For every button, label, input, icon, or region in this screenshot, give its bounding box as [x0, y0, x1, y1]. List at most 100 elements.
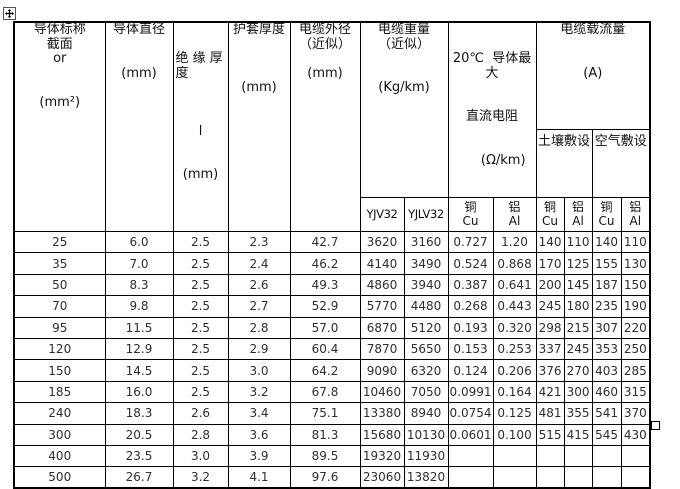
cell: 0.320	[492, 316, 537, 339]
cell: 19320	[359, 444, 405, 468]
cell: 245	[563, 337, 593, 361]
cell: 7870	[359, 337, 405, 361]
cell: 2.5	[172, 337, 229, 361]
cell: 3620	[359, 230, 405, 254]
cell: 11930	[403, 444, 449, 468]
table-row: 500 26.7 3.2 4.1 97.6 23060 13820	[13, 466, 651, 489]
cell	[492, 444, 537, 468]
cell: 2.3	[227, 230, 291, 254]
cell: 500	[13, 466, 106, 489]
cell: 13380	[359, 402, 405, 425]
cell: 0.0991	[447, 380, 494, 404]
cell: 67.8	[289, 380, 361, 404]
table-row: 70 9.8 2.5 2.7 52.9 5770 4480 0.268 0.443 245 180 2…	[13, 295, 651, 318]
cell: 337	[535, 337, 565, 361]
cell: 50	[13, 273, 106, 297]
cell: 2.4	[227, 252, 291, 275]
cell: 12.9	[104, 337, 174, 361]
cell: 170	[535, 252, 565, 275]
cell: 25	[13, 230, 106, 254]
cell: 3160	[403, 230, 449, 254]
header-air-laying: 空气敷设	[591, 128, 651, 199]
cell: 110	[620, 230, 651, 254]
cell: 0.868	[492, 252, 537, 275]
cell	[535, 466, 565, 489]
cell: 403	[591, 359, 622, 382]
cell: 140	[591, 230, 622, 254]
cell: 545	[591, 423, 622, 446]
cable-spec-table: 导体标称 截面 or (mm²) 导体直径 (mm) 绝 缘 厚 度 l (mm…	[13, 21, 652, 489]
cell: 285	[620, 359, 651, 382]
cell: 0.0601	[447, 423, 494, 446]
cell: 0.443	[492, 295, 537, 318]
cell: 2.9	[227, 337, 291, 361]
cell: 15680	[359, 423, 405, 446]
cell: 0.153	[447, 337, 494, 361]
cell: 97.6	[289, 466, 361, 489]
cell: 353	[591, 337, 622, 361]
cell	[535, 444, 565, 468]
cell: 0.524	[447, 252, 494, 275]
cell: 2.5	[172, 295, 229, 318]
cell: 415	[563, 423, 593, 446]
cell: 215	[563, 316, 593, 339]
cell: 155	[591, 252, 622, 275]
cell: 430	[620, 423, 651, 446]
cell: 7.0	[104, 252, 174, 275]
cell: 14.5	[104, 359, 174, 382]
table-row: 400 23.5 3.0 3.9 89.5 19320 11930	[13, 444, 651, 468]
cell: 3.0	[227, 359, 291, 382]
cell: 2.5	[172, 380, 229, 404]
cell: 110	[563, 230, 593, 254]
cell: 16.0	[104, 380, 174, 404]
cell: 0.206	[492, 359, 537, 382]
header-ampacity-group: 电缆载流量 (A)	[535, 21, 651, 130]
cell: 0.164	[492, 380, 537, 404]
cell: 0.387	[447, 273, 494, 297]
cell: 185	[13, 380, 106, 404]
cell: 2.5	[172, 316, 229, 339]
header-conductor-section: 导体标称 截面 or (mm²)	[13, 21, 106, 232]
subheader-cu-resistance: 铜 Cu	[447, 197, 494, 232]
cell: 190	[620, 295, 651, 318]
cell: 0.0754	[447, 402, 494, 425]
cell: 400	[13, 444, 106, 468]
cell: 0.253	[492, 337, 537, 361]
cell: 4860	[359, 273, 405, 297]
cell: 220	[620, 316, 651, 339]
cell: 10460	[359, 380, 405, 404]
cell: 1.20	[492, 230, 537, 254]
cell: 95	[13, 316, 106, 339]
cell: 0.125	[492, 402, 537, 425]
header-cable-od: 电缆外径 （近似） (mm)	[289, 21, 361, 232]
cell: 235	[591, 295, 622, 318]
table-row: 35 7.0 2.5 2.4 46.2 4140 3490 0.524 0.868 170 125 1…	[13, 252, 651, 275]
cell: 0.268	[447, 295, 494, 318]
cell: 3.2	[227, 380, 291, 404]
cell: 5650	[403, 337, 449, 361]
cell: 81.3	[289, 423, 361, 446]
cell: 180	[563, 295, 593, 318]
cell	[591, 444, 622, 468]
cell: 10130	[403, 423, 449, 446]
cell: 0.124	[447, 359, 494, 382]
table-row: 50 8.3 2.5 2.6 49.3 4860 3940 0.387 0.641 200 145 1…	[13, 273, 651, 297]
cell: 9.8	[104, 295, 174, 318]
cell: 150	[620, 273, 651, 297]
cell: 70	[13, 295, 106, 318]
header-insulation-thickness: 绝 缘 厚 度 l (mm)	[172, 21, 229, 232]
cell: 13820	[403, 466, 449, 489]
cell: 35	[13, 252, 106, 275]
cell: 52.9	[289, 295, 361, 318]
cell: 355	[563, 402, 593, 425]
cell: 376	[535, 359, 565, 382]
cell: 145	[563, 273, 593, 297]
header-sheath-thickness: 护套厚度 (mm)	[227, 21, 291, 232]
subheader-yjlv32: YJLV32	[403, 197, 449, 232]
cell: 3.4	[227, 402, 291, 425]
table-resize-handle[interactable]	[651, 421, 660, 430]
cell: 3.0	[172, 444, 229, 468]
subheader-al-soil: 铝 Al	[563, 197, 593, 232]
table-move-handle[interactable]	[3, 7, 16, 20]
cell: 2.8	[227, 316, 291, 339]
